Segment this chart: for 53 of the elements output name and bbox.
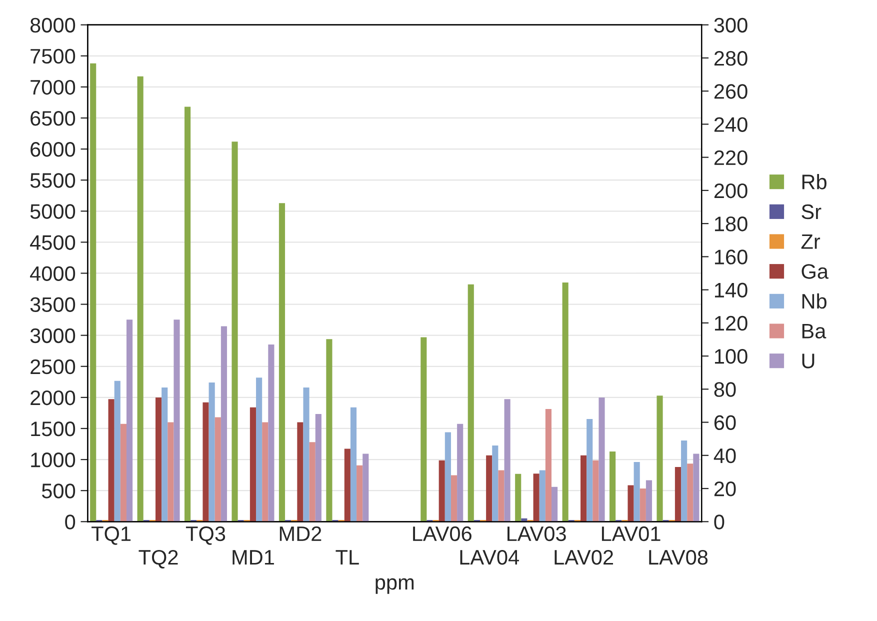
y-tick-label: 3000 <box>30 328 76 344</box>
x-tick-label: LAV04 <box>460 550 519 565</box>
legend-label: U <box>802 354 814 368</box>
y-tick-label: 1000 <box>31 452 76 468</box>
y-tick-label: 6500 <box>30 110 76 126</box>
y-tick-label: 1500 <box>31 421 76 436</box>
y-tick-label: 6000 <box>30 142 76 157</box>
legend-label: Rb <box>802 174 826 190</box>
y2-tick-label: 220 <box>714 150 748 166</box>
legend-label: Ba <box>802 324 826 339</box>
y2-tick-label: 40 <box>714 448 736 464</box>
y2-tick-label: 160 <box>714 250 748 264</box>
legend-label: Nb <box>802 293 826 309</box>
y-tick-label: 8000 <box>30 18 76 33</box>
y-tick-label: 4000 <box>30 266 76 281</box>
y2-tick-label: 20 <box>714 482 736 496</box>
x-tick-label: LAV08 <box>649 550 708 565</box>
x-tick-label: TQ2 <box>138 550 178 568</box>
x-tick-label: LAV06 <box>413 526 472 542</box>
x-tick-label: TQ3 <box>186 526 226 545</box>
y2-tick-label: 0 <box>714 514 724 530</box>
y-tick-label: 2500 <box>30 359 76 374</box>
y2-tick-label: 300 <box>714 18 748 33</box>
y-tick-label: 7500 <box>30 48 76 64</box>
x-tick-label: TL <box>336 550 359 565</box>
y-tick-label: 0 <box>65 514 76 530</box>
y-tick-label: 7000 <box>30 80 76 95</box>
x-tick-label: MD1 <box>232 550 274 565</box>
legend-label: Zr <box>801 234 820 249</box>
x-tick-label: LAV01 <box>602 526 660 542</box>
y2-tick-label: 200 <box>714 183 748 198</box>
y2-tick-label: 60 <box>714 415 736 430</box>
y2-tick-label: 180 <box>714 216 748 232</box>
y-tick-label: 5000 <box>30 204 76 219</box>
y-tick-label: 2000 <box>30 390 76 406</box>
y2-tick-label: 280 <box>714 50 748 66</box>
y2-tick-label: 240 <box>714 117 748 132</box>
x-tick-label: LAV03 <box>508 526 566 542</box>
x-axis-title: ppm <box>376 578 414 594</box>
x-tick-label: MD2 <box>280 526 322 541</box>
y2-tick-label: 260 <box>714 84 748 99</box>
legend-label: Sr <box>802 204 822 220</box>
y2-tick-label: 140 <box>714 282 748 298</box>
y2-tick-label: 120 <box>714 316 748 331</box>
x-tick-label: TQ1 <box>92 526 131 545</box>
y2-tick-label: 100 <box>714 349 748 364</box>
x-tick-label: LAV02 <box>554 550 614 565</box>
y-tick-label: 4500 <box>30 235 76 250</box>
legend-label: Ga <box>802 264 828 279</box>
y-tick-label: 500 <box>42 484 76 498</box>
y2-tick-label: 80 <box>714 382 736 397</box>
y-tick-label: 3500 <box>30 297 76 312</box>
y-tick-label: 5500 <box>30 173 76 188</box>
